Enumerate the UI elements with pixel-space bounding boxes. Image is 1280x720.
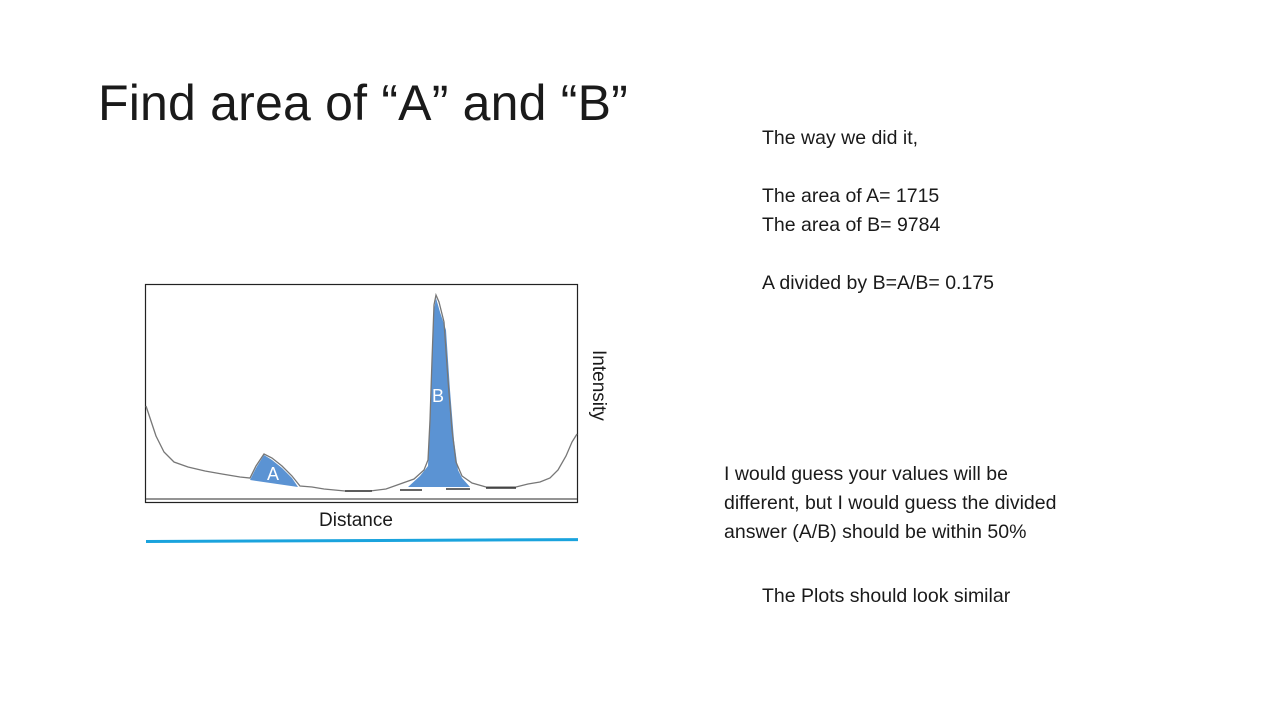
method-notes: The way we did it, The area of A= 1715 T… (762, 124, 994, 298)
guess-line-3: answer (A/B) should be within 50% (724, 521, 1027, 543)
area-b-text: The area of B= 9784 (762, 214, 941, 236)
ratio-text: A divided by B=A/B= 0.175 (762, 272, 995, 294)
y-axis-label: Intensity (588, 350, 609, 421)
slide-title: Find area of “A” and “B” (98, 75, 629, 131)
plot-frame (144, 283, 579, 504)
area-a-text: The area of A= 1715 (762, 185, 940, 207)
guess-line-2: different, but I would guess the divided (724, 492, 1057, 514)
peak-b-area (408, 298, 470, 487)
guess-note: I would guess your values will be differ… (724, 460, 1144, 547)
distance-underline (146, 538, 579, 543)
peak-a-label: A (267, 464, 279, 484)
x-axis-label: Distance (319, 510, 393, 531)
intensity-trace (145, 292, 578, 492)
peak-a-area (250, 455, 298, 487)
notes-intro: The way we did it, (762, 127, 919, 149)
guess-line-1: I would guess your values will be (724, 463, 1008, 485)
peak-b-label: B (432, 386, 444, 406)
similar-note: The Plots should look similar (762, 585, 1011, 607)
intensity-profile-plot: A B (144, 283, 579, 504)
